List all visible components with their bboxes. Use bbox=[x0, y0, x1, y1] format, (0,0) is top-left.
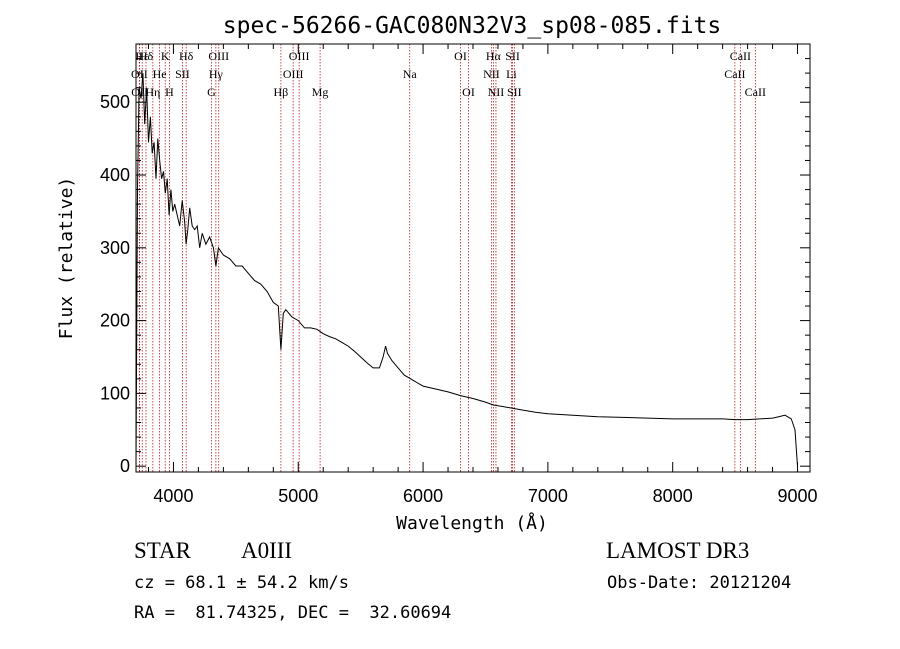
y-axis-label: Flux (relative) bbox=[56, 177, 77, 340]
x-tick-label-1: 5000 bbox=[278, 486, 318, 506]
coordinates: RA = 81.74325, DEC = 32.60694 bbox=[134, 603, 452, 623]
marker-label-13: Hγ bbox=[209, 67, 224, 81]
marker-label-10: OII bbox=[131, 67, 148, 81]
y-tick-label-0: 0 bbox=[120, 456, 130, 476]
x-tick-label-5: 9000 bbox=[777, 486, 817, 506]
plot-frame bbox=[135, 43, 811, 473]
redshift-value: cz = 68.1 ± 54.2 km/s bbox=[134, 573, 349, 593]
y-tick-label-1: 100 bbox=[100, 383, 130, 403]
x-tick-label-2: 6000 bbox=[403, 486, 443, 506]
observation-date: Obs-Date: 20121204 bbox=[607, 573, 792, 593]
marker-label-12: SII bbox=[175, 67, 190, 81]
y-axis: 0 100 200 300 400 500 bbox=[100, 58, 810, 476]
spectral-class: STAR bbox=[134, 538, 191, 563]
y-tick-label-5: 500 bbox=[100, 92, 130, 112]
marker-label-14: OIII bbox=[283, 67, 304, 81]
marker-label-0: Hε bbox=[135, 49, 149, 63]
y-tick-label-4: 400 bbox=[100, 165, 130, 185]
marker-label-7: Hα bbox=[486, 49, 502, 63]
x-tick-label-3: 7000 bbox=[528, 486, 568, 506]
marker-label-8: SII bbox=[505, 49, 520, 63]
x-tick-label-4: 8000 bbox=[653, 486, 693, 506]
y-tick-label-3: 300 bbox=[100, 238, 130, 258]
marker-label-23: Hβ bbox=[274, 85, 289, 99]
marker-label-6: OI bbox=[454, 49, 467, 63]
marker-label-4: OIII bbox=[208, 49, 229, 63]
marker-label-3: Hδ bbox=[179, 49, 194, 63]
marker-label-25: OI bbox=[462, 85, 475, 99]
chart-title: spec-56266-GAC080N32V3_sp08-085.fits bbox=[223, 13, 722, 39]
y-tick-label-2: 200 bbox=[100, 311, 130, 331]
marker-label-24: Mg bbox=[312, 85, 329, 99]
marker-label-15: Na bbox=[403, 67, 418, 81]
marker-label-5: OIII bbox=[289, 49, 310, 63]
marker-label-27: SII bbox=[507, 85, 522, 99]
marker-label-16: NII bbox=[483, 67, 500, 81]
marker-label-26: NII bbox=[488, 85, 505, 99]
marker-label-11: He bbox=[153, 67, 167, 81]
marker-label-9: CaII bbox=[730, 49, 751, 63]
survey-name: LAMOST DR3 bbox=[606, 538, 750, 563]
marker-label-22: G bbox=[207, 85, 216, 99]
marker-label-18: CaII bbox=[724, 67, 745, 81]
marker-label-2: K bbox=[161, 49, 170, 63]
marker-label-1: Hδ bbox=[139, 49, 154, 63]
spectrum-line bbox=[135, 73, 798, 467]
marker-lines bbox=[138, 44, 756, 472]
marker-label-20: Hη bbox=[145, 85, 160, 99]
x-axis-label: Wavelength (Å) bbox=[396, 512, 548, 534]
marker-label-17: Li bbox=[506, 67, 517, 81]
marker-label-28: CaII bbox=[745, 85, 766, 99]
x-axis: 4000 5000 6000 7000 8000 9000 bbox=[147, 44, 818, 506]
marker-label-21: H bbox=[165, 85, 174, 99]
x-tick-label-0: 4000 bbox=[153, 486, 193, 506]
spectral-subclass: A0III bbox=[241, 538, 293, 563]
